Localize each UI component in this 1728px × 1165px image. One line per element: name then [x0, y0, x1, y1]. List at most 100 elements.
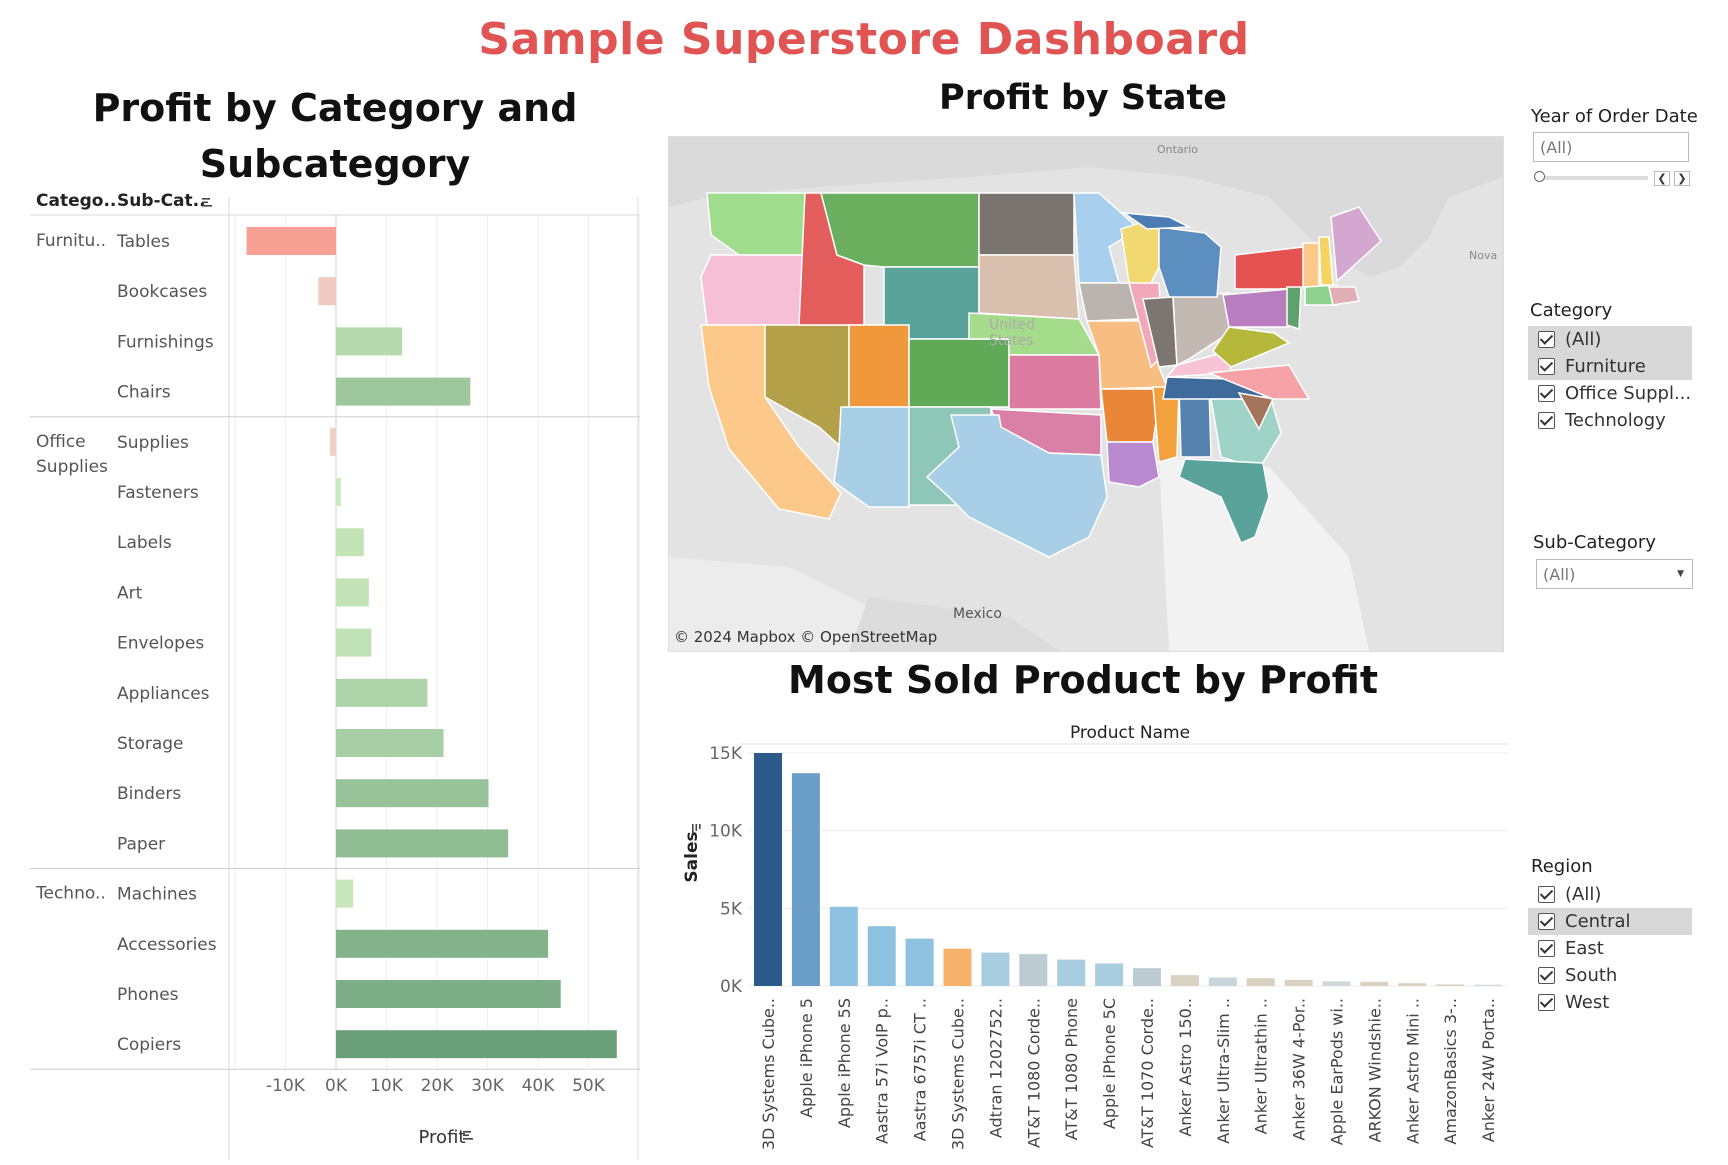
profit-bar[interactable] [336, 377, 471, 406]
checkbox-icon[interactable] [1538, 358, 1555, 375]
y-axis-title: Sales [682, 831, 702, 882]
category-label: Techno.. [35, 884, 106, 904]
product-label: ARKON Windshie.. [1365, 998, 1384, 1142]
category-option-office-supplies[interactable]: Office Suppl... [1528, 380, 1692, 407]
map-attribution[interactable]: © 2024 Mapbox © OpenStreetMap [674, 628, 937, 646]
profit-bar[interactable] [336, 1030, 617, 1059]
x-tick-label: 10K [370, 1076, 404, 1096]
map-canvas: Ontario Nova United States Mexico © 2024… [669, 137, 1503, 651]
sales-bar[interactable] [1057, 959, 1086, 986]
region-option-label: (All) [1565, 884, 1602, 905]
category-option-all[interactable]: (All) [1528, 326, 1692, 353]
sales-bar[interactable] [943, 948, 972, 986]
region-option-label: East [1565, 938, 1604, 959]
sales-bar[interactable] [1474, 984, 1503, 986]
sales-bar[interactable] [1095, 963, 1124, 986]
sales-bar[interactable] [829, 906, 858, 986]
year-slider-handle[interactable] [1534, 171, 1545, 182]
subcategory-dropdown[interactable]: (All) ▼ [1536, 559, 1693, 589]
year-slider-track[interactable] [1536, 176, 1648, 180]
sales-bar[interactable] [981, 952, 1010, 986]
sales-bar[interactable] [791, 773, 820, 986]
product-label: Anker 36W 4-Por.. [1290, 998, 1309, 1141]
product-label: Apple iPhone 5C [1100, 998, 1119, 1129]
sales-bar[interactable] [867, 926, 896, 986]
sales-bar[interactable] [1170, 975, 1199, 986]
mexico-region [849, 597, 1059, 651]
most-sold-product-chart: Product Name Sales 0K 5K 10K 15K 3D Systems … [682, 723, 1508, 1150]
category-option-furniture[interactable]: Furniture [1528, 353, 1692, 380]
product-label: AmazonBasics 3-.. [1441, 998, 1460, 1145]
x-tick-label: 40K [522, 1076, 556, 1096]
chevron-down-icon[interactable]: ▼ [1677, 569, 1684, 579]
sales-bar[interactable] [1360, 981, 1389, 986]
region-option-east[interactable]: East [1528, 935, 1692, 962]
profit-by-state-map[interactable]: Ontario Nova United States Mexico © 2024… [668, 136, 1504, 652]
sales-bar[interactable] [1133, 968, 1161, 986]
subcategory-label: Envelopes [117, 634, 204, 654]
map-title: Profit by State [939, 78, 1227, 118]
sort-icon[interactable] [202, 198, 212, 207]
profit-by-category-chart: Catego.. Sub-Cat.. Profit -10K 0K 10K 20K 30… [30, 191, 640, 1160]
product-label: AT&T 1080 Corde.. [1024, 998, 1043, 1148]
sales-bar[interactable] [754, 753, 782, 986]
profit-bar[interactable] [336, 628, 372, 657]
profit-bar[interactable] [336, 327, 403, 356]
category-column-header: Catego.. [36, 191, 116, 211]
region-option-south[interactable]: South [1528, 962, 1692, 989]
category-option-technology[interactable]: Technology [1528, 407, 1692, 434]
y-tick-label: 15K [709, 744, 743, 764]
region-option-label: South [1565, 965, 1618, 986]
profit-bar[interactable] [246, 227, 336, 255]
x-axis-sort-icon[interactable] [463, 1131, 473, 1140]
checkbox-icon[interactable] [1538, 913, 1555, 930]
profit-bar[interactable] [336, 829, 509, 858]
y-axis-sort-icon[interactable] [692, 824, 701, 834]
checkbox-icon[interactable] [1538, 412, 1555, 429]
sales-bar[interactable] [1284, 979, 1313, 986]
sales-bar[interactable] [1398, 983, 1427, 986]
checkbox-icon[interactable] [1538, 385, 1555, 402]
region-option-west[interactable]: West [1528, 989, 1692, 1016]
sales-bar[interactable] [1208, 977, 1237, 986]
profit-bar[interactable] [336, 980, 561, 1008]
subcategory-label: Bookcases [117, 282, 207, 302]
region-option-all[interactable]: (All) [1528, 881, 1692, 908]
profit-bar[interactable] [336, 578, 369, 607]
region-option-label: West [1565, 992, 1610, 1013]
year-prev-button[interactable]: ❮ [1654, 171, 1670, 186]
profit-bar[interactable] [336, 478, 341, 506]
bar-chart-title-line1: Profit by Category and [92, 86, 578, 130]
checkbox-icon[interactable] [1538, 994, 1555, 1011]
map-label-states: States [989, 333, 1033, 349]
checkbox-icon[interactable] [1538, 967, 1555, 984]
sales-bar[interactable] [1246, 978, 1275, 986]
product-label: Anker Ultrathin .. [1252, 998, 1271, 1134]
category-option-label: Office Suppl... [1565, 383, 1692, 404]
year-filter-input[interactable]: (All) [1533, 132, 1689, 162]
sales-bar[interactable] [905, 938, 934, 986]
dashboard-title: Sample Superstore Dashboard [478, 14, 1250, 65]
profit-bar[interactable] [336, 528, 364, 557]
subcategory-label: Phones [117, 985, 179, 1005]
profit-bar[interactable] [336, 929, 549, 958]
sales-bar[interactable] [1322, 981, 1351, 986]
sales-bar[interactable] [1436, 984, 1465, 986]
profit-bar[interactable] [336, 729, 444, 757]
profit-bar[interactable] [336, 879, 354, 908]
year-next-button[interactable]: ❯ [1674, 171, 1690, 186]
checkbox-icon[interactable] [1538, 940, 1555, 957]
subcategory-filter-title: Sub-Category [1533, 532, 1656, 553]
profit-bar[interactable] [318, 277, 336, 306]
x-tick-label: 30K [471, 1076, 505, 1096]
checkbox-icon[interactable] [1538, 886, 1555, 903]
checkbox-icon[interactable] [1538, 331, 1555, 348]
region-option-central[interactable]: Central [1528, 908, 1692, 935]
profit-bar[interactable] [336, 678, 428, 707]
map-label-ontario: Ontario [1157, 143, 1198, 156]
map-label-mexico: Mexico [953, 606, 1002, 622]
profit-bar[interactable] [336, 779, 489, 808]
subcategory-label: Tables [116, 232, 170, 252]
profit-bar[interactable] [329, 427, 336, 456]
sales-bar[interactable] [1019, 954, 1048, 986]
